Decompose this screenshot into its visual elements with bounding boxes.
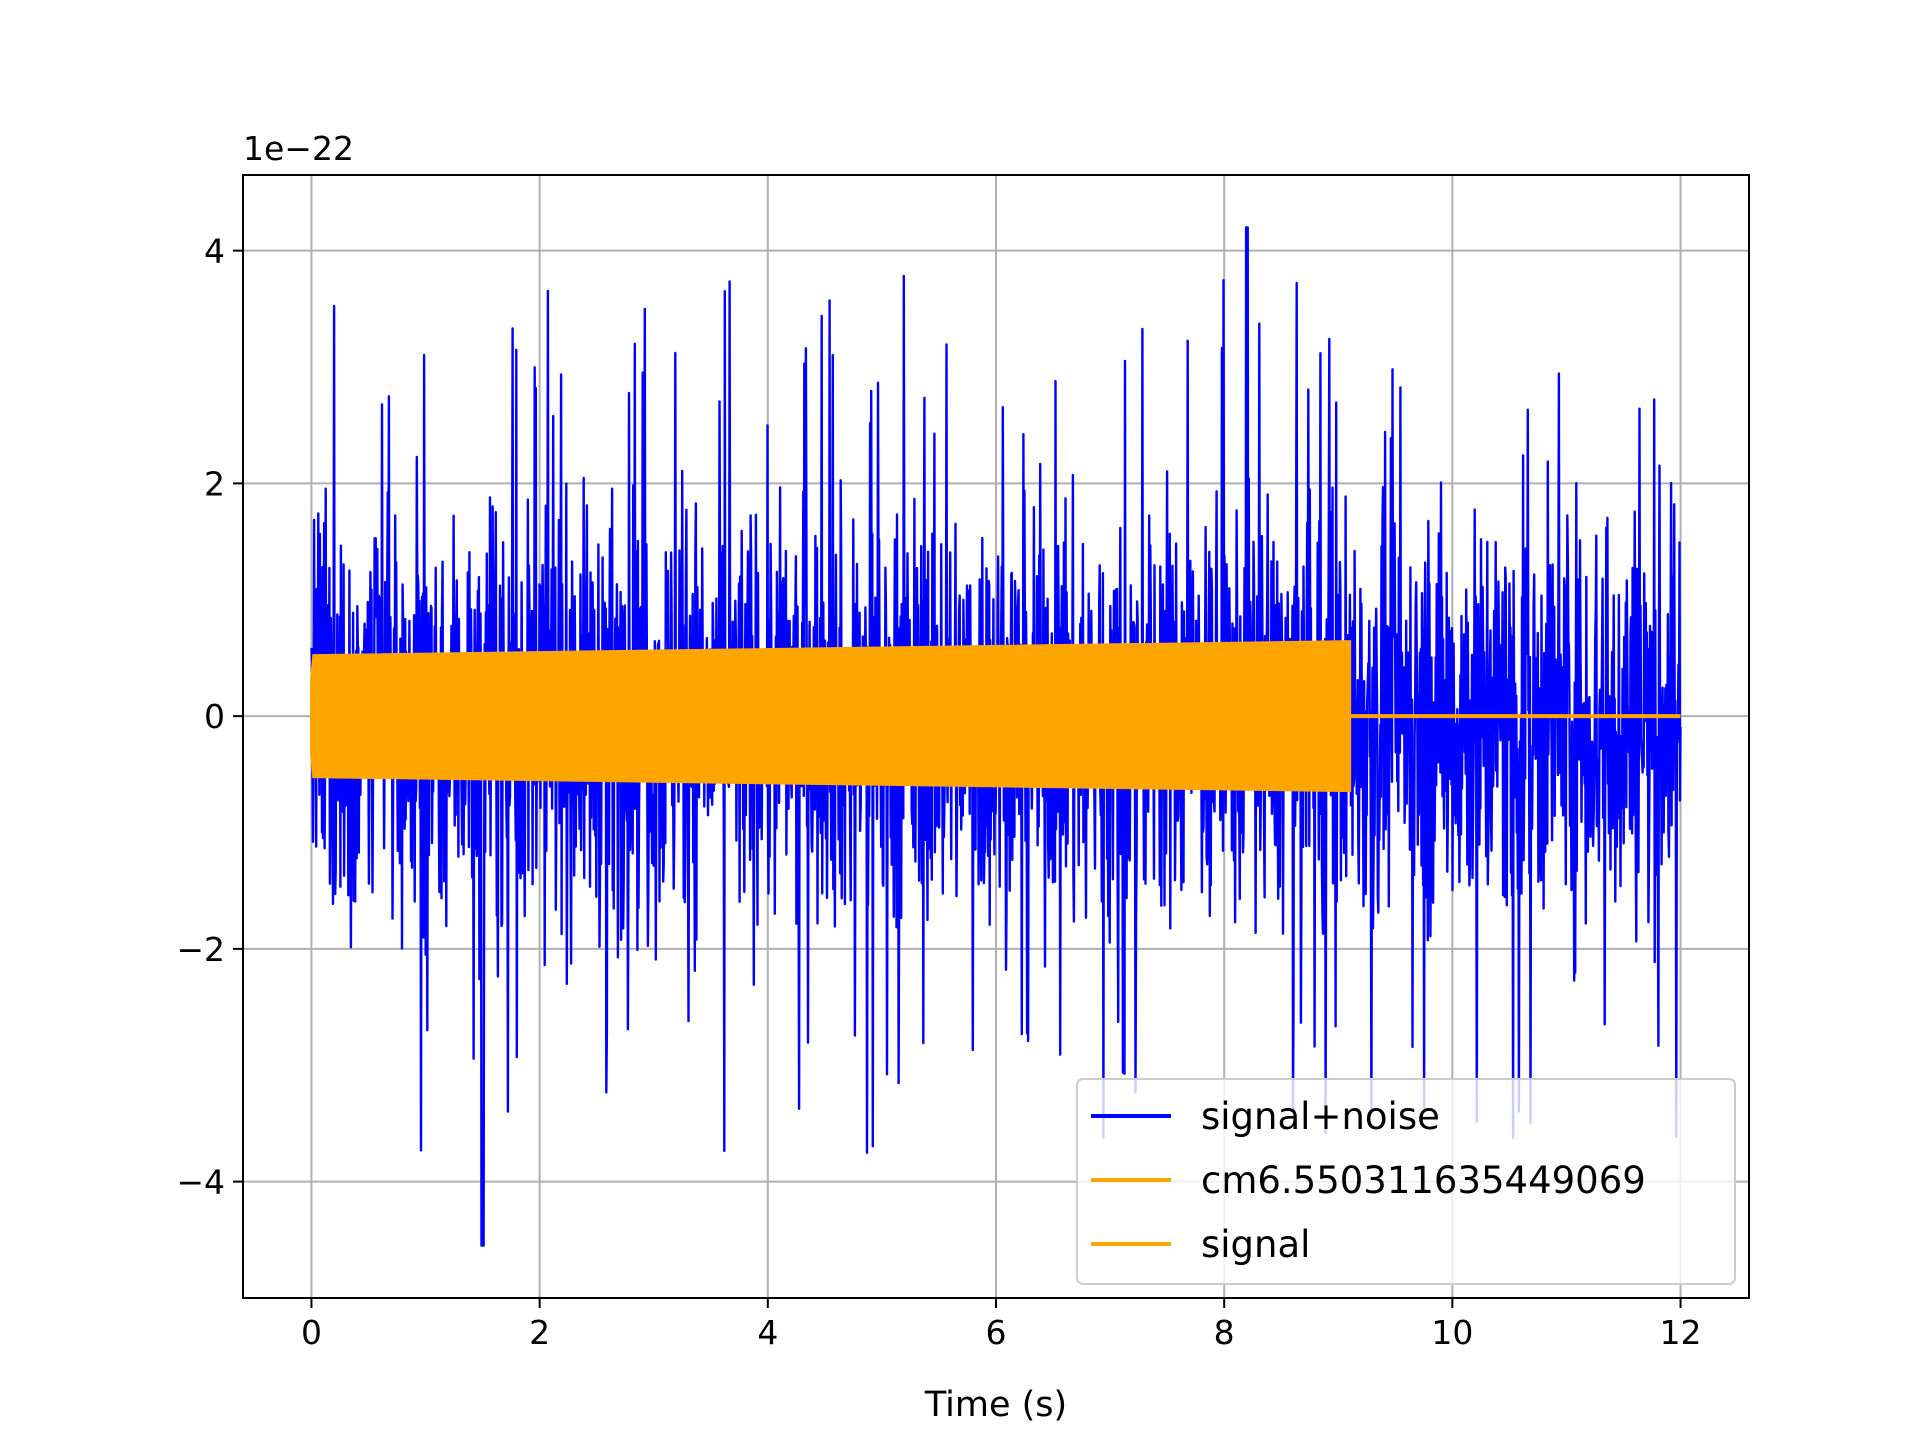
y-tick-label: 0 [204, 697, 225, 736]
legend-label: cm6.550311635449069 [1201, 1159, 1646, 1202]
y-tick-label: −2 [176, 930, 225, 969]
y-tick-label: 2 [204, 464, 225, 503]
x-tick-label: 10 [1431, 1313, 1473, 1352]
series-cm-waveform [309, 640, 1352, 793]
y-axis: −4 −2 0 2 4 [176, 232, 243, 1202]
x-tick-label: 4 [757, 1313, 778, 1352]
legend: signal+noise cm6.550311635449069 signal [1076, 1078, 1736, 1285]
y-tick-label: −4 [176, 1163, 225, 1202]
legend-box [1076, 1078, 1736, 1285]
plot-area [309, 226, 1682, 1247]
legend-label: signal+noise [1201, 1095, 1440, 1138]
x-tick-label: 0 [301, 1313, 322, 1352]
x-tick-label: 6 [986, 1313, 1007, 1352]
legend-label: signal [1201, 1223, 1310, 1266]
y-offset-text: 1e−22 [243, 129, 354, 168]
x-tick-label: 8 [1214, 1313, 1235, 1352]
y-tick-label: 4 [204, 232, 225, 271]
x-tick-label: 12 [1660, 1313, 1702, 1352]
x-axis: 0 2 4 6 8 10 12 [301, 1298, 1702, 1352]
x-tick-label: 2 [529, 1313, 550, 1352]
x-axis-label: Time (s) [924, 1385, 1067, 1425]
